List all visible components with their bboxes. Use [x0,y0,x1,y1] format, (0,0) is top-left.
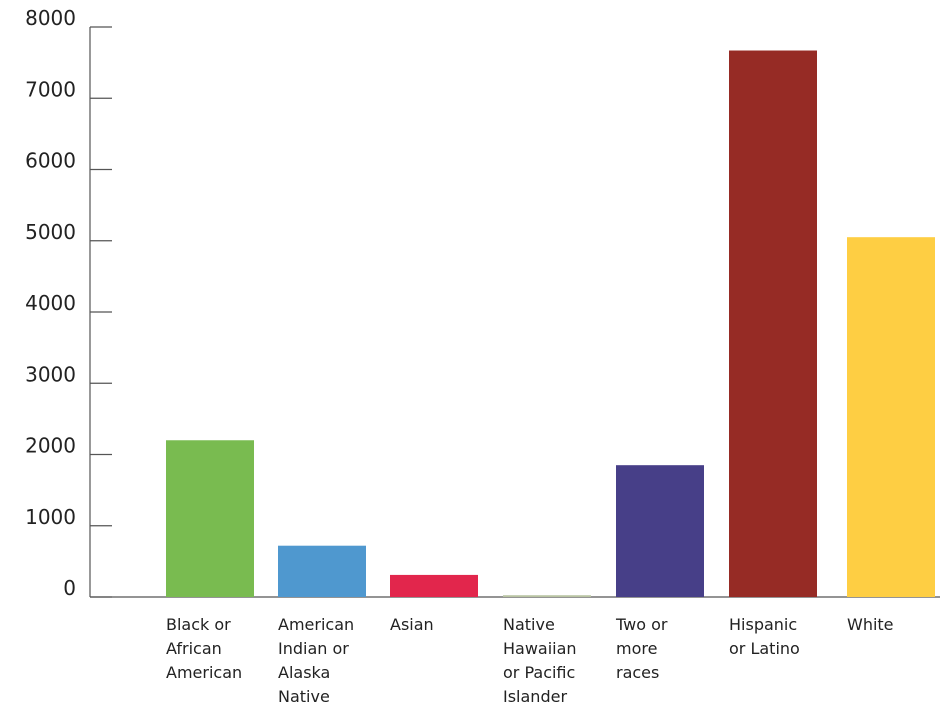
x-tick-label-line: Indian or [278,639,349,658]
y-tick-label: 4000 [25,291,76,315]
bar [278,545,366,597]
x-tick-label-line: or Pacific [503,663,575,682]
x-axis: Black or African American American Indian or… [166,615,894,703]
y-tick-label: 8000 [25,6,76,30]
x-tick-label-line: Black or [166,615,231,634]
x-tick-label: Hispanic or Latino [729,615,800,658]
y-tick-label: 7000 [25,77,76,101]
x-tick-label-line: Asian [390,615,434,634]
x-tick-label-line: Islander [503,687,567,703]
x-tick-label: Asian [390,615,434,634]
y-tick-label: 2000 [25,434,76,458]
x-tick-label: White [847,615,894,634]
bar [390,574,478,597]
x-tick-label-line: American [166,663,242,682]
x-tick-label-line: American [278,615,354,634]
x-tick-label-line: races [616,663,659,682]
y-axis: 0 1000 2000 3000 4000 5000 6000 7000 8000 [25,6,940,600]
x-tick-label: American Indian or Alaska Native [278,615,354,703]
x-tick-label-line: more [616,639,657,658]
x-tick-label-line: White [847,615,894,634]
bar [847,237,935,597]
y-tick-label: 6000 [25,149,76,173]
bar [503,595,591,597]
y-tick-label: 1000 [25,505,76,529]
x-tick-label-line: Alaska [278,663,330,682]
x-tick-label-line: or Latino [729,639,800,658]
bars [166,50,935,597]
y-tick-label: 0 [63,576,76,600]
x-tick-label: Native Hawaiian or Pacific Islander [503,615,577,703]
y-tick-label: 3000 [25,362,76,386]
bar [166,440,254,597]
x-tick-label-line: Native [503,615,555,634]
bar [616,465,704,597]
x-tick-label-line: Hawaiian [503,639,577,658]
bar [729,50,817,597]
x-tick-label: Black or African American [166,615,242,682]
x-tick-label-line: African [166,639,222,658]
x-tick-label-line: Native [278,687,330,703]
x-tick-label: Two or more races [615,615,668,682]
x-tick-label-line: Two or [615,615,668,634]
y-tick-label: 5000 [25,220,76,244]
x-tick-label-line: Hispanic [729,615,797,634]
